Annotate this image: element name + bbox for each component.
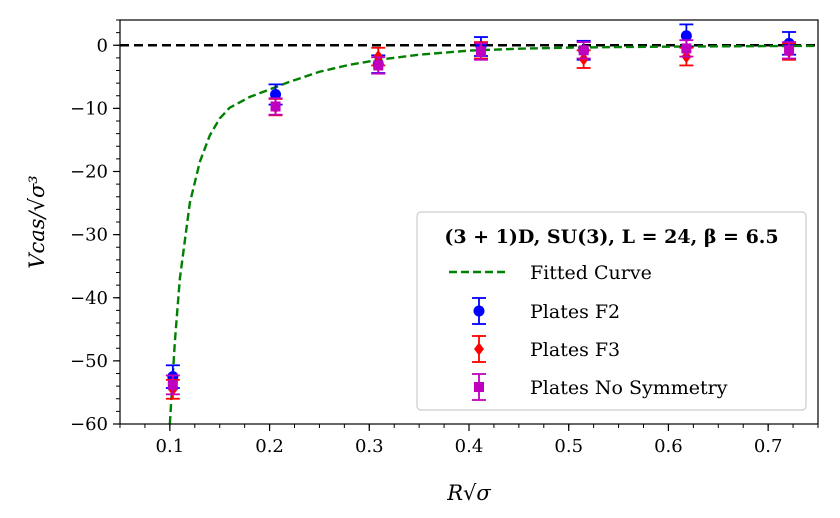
legend-label: Plates F2 xyxy=(530,301,620,323)
plot-area xyxy=(120,23,818,424)
axes: 0.1 0.2 0.3 0.4 0.5 0.6 0.7 0 −10 −20 −30 −40 −50 −60 xyxy=(70,19,819,457)
data-point xyxy=(167,379,178,390)
y-tick-label: −30 xyxy=(70,225,108,246)
x-tick-label: 0.3 xyxy=(355,436,384,457)
y-tick-label: −60 xyxy=(70,414,108,435)
legend-marker xyxy=(474,382,484,392)
data-point xyxy=(270,101,281,112)
legend-marker xyxy=(473,305,485,317)
data-point xyxy=(680,30,692,42)
y-tick-label: −40 xyxy=(70,288,108,309)
y-axis-label: Vcas/√σ³ xyxy=(25,175,49,268)
data-point xyxy=(373,60,384,71)
y-tick-label: −10 xyxy=(70,98,108,119)
legend: (3 + 1)D, SU(3), L = 24, β = 6.5 Fitted C… xyxy=(416,211,807,411)
data-point xyxy=(475,46,486,57)
y-tick-label: −20 xyxy=(70,162,108,183)
data-point xyxy=(578,45,589,56)
legend-title: (3 + 1)D, SU(3), L = 24, β = 6.5 xyxy=(444,226,778,248)
series-plates-no-symmetry xyxy=(165,39,797,396)
x-axis-label: R√σ xyxy=(446,481,491,505)
x-tick-label: 0.2 xyxy=(255,436,284,457)
y-tick-label: −50 xyxy=(70,351,108,372)
data-point xyxy=(270,88,282,100)
data-point xyxy=(784,45,795,56)
legend-marker xyxy=(474,342,484,356)
x-tick-label: 0.6 xyxy=(654,436,683,457)
fitted-curve xyxy=(168,44,818,424)
x-tick-label: 0.5 xyxy=(554,436,583,457)
x-tick-label: 0.7 xyxy=(754,436,783,457)
data-point xyxy=(681,43,692,54)
legend-label: Plates F3 xyxy=(530,339,620,361)
x-tick-label: 0.4 xyxy=(455,436,484,457)
legend-box xyxy=(416,211,807,411)
plot-clipped xyxy=(120,23,818,424)
legend-label: Plates No Symmetry xyxy=(530,377,728,399)
y-tick-label: 0 xyxy=(97,35,108,56)
legend-fitted-curve-label: Fitted Curve xyxy=(530,262,652,284)
x-tick-label: 0.1 xyxy=(156,436,185,457)
